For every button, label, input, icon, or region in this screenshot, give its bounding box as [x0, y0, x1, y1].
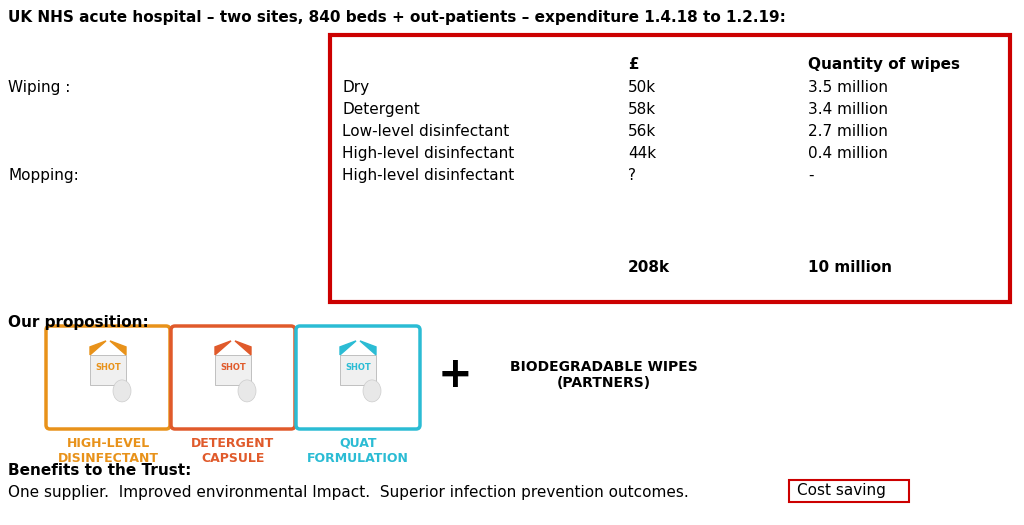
Text: Our proposition:: Our proposition: [8, 315, 148, 330]
Text: Mopping:: Mopping: [8, 168, 79, 183]
Text: SHOT: SHOT [220, 363, 246, 372]
Bar [330, 35, 1010, 302]
Text: 208k: 208k [628, 260, 670, 275]
Text: UK NHS acute hospital – two sites, 840 beds + out-patients – expenditure 1.4.18 : UK NHS acute hospital – two sites, 840 b… [8, 10, 785, 25]
Text: 56k: 56k [628, 124, 656, 139]
Text: High-level disinfectant: High-level disinfectant [342, 146, 514, 161]
Text: 44k: 44k [628, 146, 656, 161]
Text: 0.4 million: 0.4 million [808, 146, 888, 161]
Polygon shape [90, 341, 106, 355]
Text: 3.4 million: 3.4 million [808, 102, 888, 117]
Polygon shape [215, 341, 231, 355]
Text: QUAT
FORMULATION: QUAT FORMULATION [307, 437, 409, 465]
Text: Detergent: Detergent [342, 102, 420, 117]
Text: +: + [437, 354, 472, 396]
Text: SHOT: SHOT [345, 363, 371, 372]
Text: Low-level disinfectant: Low-level disinfectant [342, 124, 509, 139]
Ellipse shape [362, 380, 381, 402]
Text: 58k: 58k [628, 102, 656, 117]
Text: -: - [808, 168, 813, 183]
Polygon shape [234, 341, 251, 355]
Text: HIGH-LEVEL
DISINFECTANT: HIGH-LEVEL DISINFECTANT [57, 437, 159, 465]
Text: £: £ [628, 57, 639, 72]
Text: Benefits to the Trust:: Benefits to the Trust: [8, 463, 191, 478]
Text: BIODEGRADABLE WIPES
(PARTNERS): BIODEGRADABLE WIPES (PARTNERS) [510, 360, 697, 390]
Text: High-level disinfectant: High-level disinfectant [342, 168, 514, 183]
FancyBboxPatch shape [171, 326, 295, 429]
Bar [215, 355, 251, 385]
Text: DETERGENT
CAPSULE: DETERGENT CAPSULE [191, 437, 274, 465]
Text: Dry: Dry [342, 80, 369, 95]
FancyBboxPatch shape [46, 326, 170, 429]
Text: 3.5 million: 3.5 million [808, 80, 888, 95]
Bar [790, 480, 909, 502]
Ellipse shape [238, 380, 256, 402]
Text: ?: ? [628, 168, 636, 183]
Polygon shape [360, 341, 376, 355]
Bar [340, 355, 376, 385]
Text: 10 million: 10 million [808, 260, 892, 275]
Text: One supplier.  Improved environmental Impact.  Superior infection prevention out: One supplier. Improved environmental Imp… [8, 485, 689, 500]
Text: Cost saving: Cost saving [797, 483, 886, 498]
Text: 2.7 million: 2.7 million [808, 124, 888, 139]
Text: Wiping :: Wiping : [8, 80, 71, 95]
Bar [90, 355, 126, 385]
Ellipse shape [113, 380, 131, 402]
Polygon shape [340, 341, 356, 355]
Text: SHOT: SHOT [95, 363, 121, 372]
Text: 50k: 50k [628, 80, 656, 95]
FancyBboxPatch shape [296, 326, 420, 429]
Text: Quantity of wipes: Quantity of wipes [808, 57, 961, 72]
Polygon shape [110, 341, 126, 355]
